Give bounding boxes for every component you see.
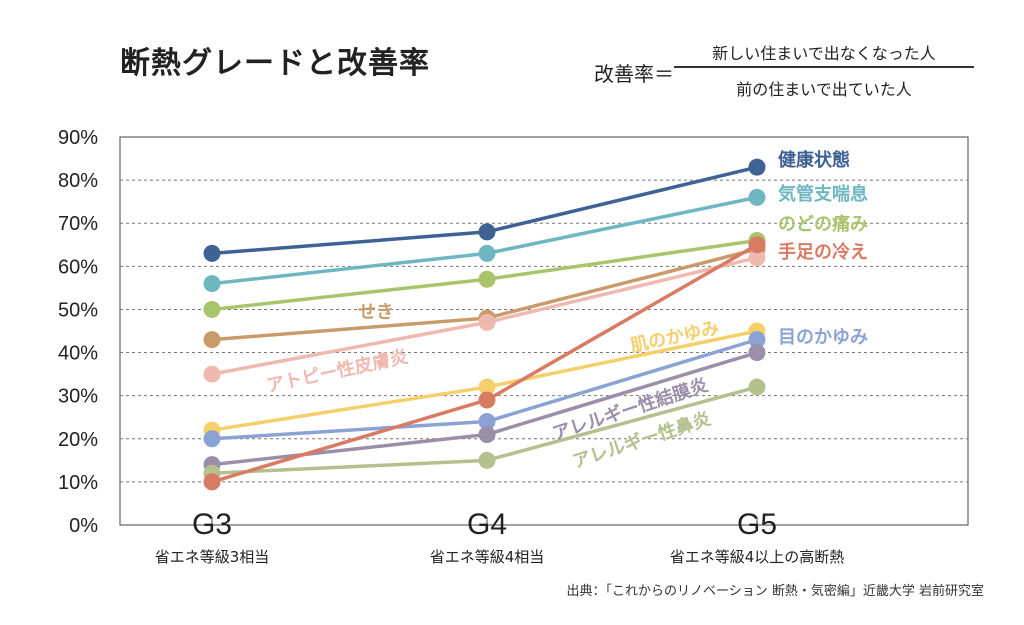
formula-lhs: 改善率＝ — [594, 62, 674, 86]
data-point — [203, 300, 221, 318]
y-tick-label: 40% — [58, 343, 98, 365]
x-tick-label: G3 — [192, 508, 232, 541]
y-tick-label: 80% — [58, 170, 98, 192]
y-tick-label: 60% — [58, 256, 98, 278]
series-label: せき — [358, 302, 394, 323]
data-point — [478, 451, 496, 469]
formula: 改善率＝ 新しい住まいで出なくなった人 前の住まいで出ていた人 — [594, 40, 994, 110]
y-tick-label: 0% — [69, 515, 98, 537]
x-sublabel: 省エネ等級4相当 — [430, 548, 545, 566]
data-point — [478, 270, 496, 288]
data-point — [478, 244, 496, 262]
y-tick-label: 30% — [58, 386, 98, 408]
source-note: 出典：「これからのリノベーション 断熱・気密編」近畿大学 岩前研究室 — [566, 584, 984, 599]
data-point — [748, 188, 766, 206]
data-point — [203, 430, 221, 448]
data-point — [748, 331, 766, 349]
data-point — [748, 378, 766, 396]
x-sublabel: 省エネ等級4以上の高断熱 — [670, 548, 845, 566]
data-point — [478, 413, 496, 431]
series-line — [211, 165, 758, 256]
data-point — [478, 391, 496, 409]
data-point — [748, 249, 766, 267]
series-label: のどの痛み — [778, 213, 868, 235]
data-point — [203, 275, 221, 293]
chart-title: 断熱グレードと改善率 — [120, 46, 430, 81]
x-tick-label: G4 — [467, 508, 507, 541]
data-point — [203, 473, 221, 491]
data-point — [748, 158, 766, 176]
series-label: 気管支喘息 — [778, 183, 868, 205]
series-label: 目のかゆみ — [778, 327, 868, 348]
data-point — [478, 378, 496, 396]
y-tick-label: 10% — [58, 472, 98, 494]
data-point — [478, 223, 496, 241]
series-label: 健康状態 — [778, 149, 850, 171]
data-point — [748, 236, 766, 254]
data-point — [478, 313, 496, 331]
x-sublabel: 省エネ等級3相当 — [155, 548, 270, 566]
data-point — [748, 344, 766, 362]
series-label: アトピー性皮膚炎 — [264, 345, 409, 396]
formula-denominator: 前の住まいで出ていた人 — [736, 80, 912, 99]
plot-frame — [119, 136, 969, 526]
formula-numerator: 新しい住まいで出なくなった人 — [712, 44, 936, 63]
series-label: 手足の冷え — [778, 241, 868, 263]
series-label: 肌のかゆみ — [629, 318, 721, 357]
y-tick-label: 70% — [58, 213, 98, 235]
data-point — [203, 244, 221, 262]
data-point — [478, 425, 496, 443]
y-tick-label: 20% — [58, 429, 98, 451]
data-point — [203, 331, 221, 349]
y-tick-label: 50% — [58, 299, 98, 321]
data-point — [203, 365, 221, 383]
x-tick-label: G5 — [737, 508, 777, 541]
y-tick-label: 90% — [58, 127, 98, 149]
formula-bar — [674, 66, 974, 68]
